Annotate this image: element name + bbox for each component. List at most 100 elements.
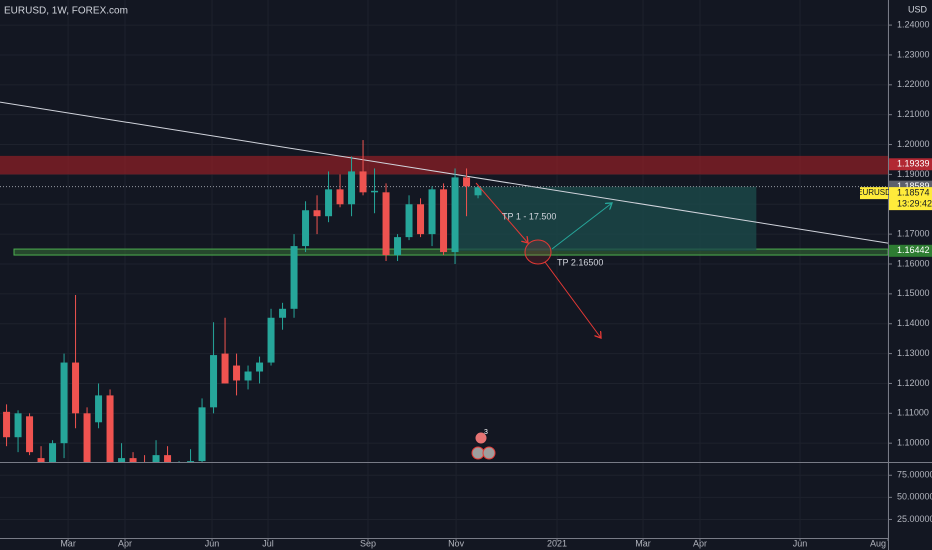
candle-body — [256, 362, 264, 372]
candle-body — [371, 190, 379, 193]
candle-body — [14, 413, 22, 438]
candle-body — [187, 461, 195, 462]
axes: 1.24000 1.23000 1.22000 1.21000 1.20000 1.190… — [60, 19, 932, 548]
y-tick-label: 1.21000 — [897, 109, 930, 119]
candle-body — [244, 371, 252, 381]
candle-body — [463, 177, 471, 187]
candle-body — [451, 177, 459, 253]
candle-body — [26, 416, 34, 453]
event-icon[interactable] — [471, 446, 485, 460]
arrow — [544, 261, 601, 338]
zone — [13, 248, 888, 256]
y-tick-label: 1.20000 — [897, 139, 930, 149]
y-tick-label: 1.23000 — [897, 49, 930, 59]
y-tick-label: 1.14000 — [897, 318, 930, 328]
candle-body — [118, 458, 126, 462]
x-tick-label: Nov — [448, 538, 465, 548]
x-tick-label: 2021 — [547, 538, 567, 548]
candle-body — [221, 353, 229, 384]
arrow — [551, 203, 612, 250]
x-tick-label: Apr — [118, 538, 132, 548]
candle-body — [325, 189, 333, 217]
position-box — [455, 186, 757, 251]
last-price-label: 1.18574 — [897, 188, 930, 198]
candle-body — [141, 464, 148, 473]
arrow — [475, 182, 528, 243]
candle-body — [382, 192, 390, 256]
candle-body — [37, 458, 45, 462]
y2-tick-label: 75.00000 — [897, 470, 932, 480]
y-tick-label: 1.22000 — [897, 79, 930, 89]
x-tick-label: Mar — [60, 538, 76, 548]
candle-body — [106, 395, 114, 462]
x-tick-label: Sep — [360, 538, 376, 548]
y2-tick-label: 50.00000 — [897, 492, 932, 502]
y-tick-label: 1.13000 — [897, 348, 930, 358]
candle-body — [267, 317, 275, 363]
candle-body — [313, 210, 321, 217]
x-tick-label: Jun — [793, 538, 808, 548]
zone — [0, 155, 888, 175]
candle-body — [474, 187, 482, 196]
trendline — [0, 101, 888, 244]
candle-body — [176, 467, 183, 473]
candle-body — [129, 458, 137, 462]
candle-body — [359, 171, 367, 193]
candle-body — [394, 237, 402, 256]
y-tick-label: 1.10000 — [897, 438, 930, 448]
x-tick-label: Jul — [262, 538, 274, 548]
candle-body — [83, 413, 91, 462]
candle-body — [152, 455, 160, 462]
candle-body — [428, 189, 436, 235]
candle-body — [405, 204, 413, 238]
y-tick-label: 1.19000 — [897, 169, 930, 179]
y-tick-label: 1.24000 — [897, 19, 930, 29]
candle-body — [417, 204, 425, 235]
price-tag-label: 1.19339 — [897, 159, 930, 169]
candle-body — [233, 365, 241, 381]
candle-body — [95, 395, 103, 423]
chart-title: EURUSD, 1W, FOREX.com — [4, 6, 128, 17]
candle-body — [302, 210, 310, 247]
y-tick-label: 1.16000 — [897, 258, 930, 268]
candle-body — [440, 189, 448, 253]
highlight-circle — [524, 239, 552, 265]
zones — [0, 101, 888, 256]
candle-body — [164, 455, 172, 462]
event-icon[interactable] — [482, 446, 496, 460]
candle-body — [72, 362, 80, 414]
x-tick-label: Aug — [870, 538, 886, 548]
event-icon[interactable] — [474, 431, 488, 445]
countdown-label: 13:29:42 — [897, 199, 932, 209]
last-price-tag — [889, 187, 932, 211]
candle-body — [49, 443, 57, 462]
annotation: TP 2.16500 — [557, 257, 603, 267]
price-tag-label: 1.16442 — [897, 245, 930, 255]
candle-body — [348, 171, 356, 205]
drawings: TP 1 - 17.500 TP 2.16500 3 — [471, 182, 612, 460]
candle-body — [290, 246, 298, 309]
symbol-tag — [860, 187, 888, 200]
candle-body — [60, 362, 68, 444]
x-tick-label: Mar — [635, 538, 651, 548]
price-tag — [889, 158, 932, 171]
annotation: TP 1 - 17.500 — [502, 211, 556, 221]
candle-body — [210, 355, 218, 408]
candle-body — [198, 407, 206, 462]
x-tick-label: Apr — [693, 538, 707, 548]
currency-label: USD — [908, 4, 928, 14]
candle-body — [279, 308, 287, 318]
y-tick-label: 1.12000 — [897, 378, 930, 388]
y-tick-label: 1.11000 — [897, 408, 929, 418]
candles — [3, 140, 482, 473]
x-tick-label: Jun — [205, 538, 220, 548]
symbol-tag-label: EURUSD — [857, 188, 891, 197]
candle-body — [336, 189, 344, 205]
event-badge: 3 — [484, 429, 488, 436]
y-tick-label: 1.17000 — [897, 229, 930, 239]
y-tick-label: 1.15000 — [897, 288, 930, 298]
candle-body — [3, 411, 11, 438]
y2-tick-label: 25.00000 — [897, 514, 932, 524]
